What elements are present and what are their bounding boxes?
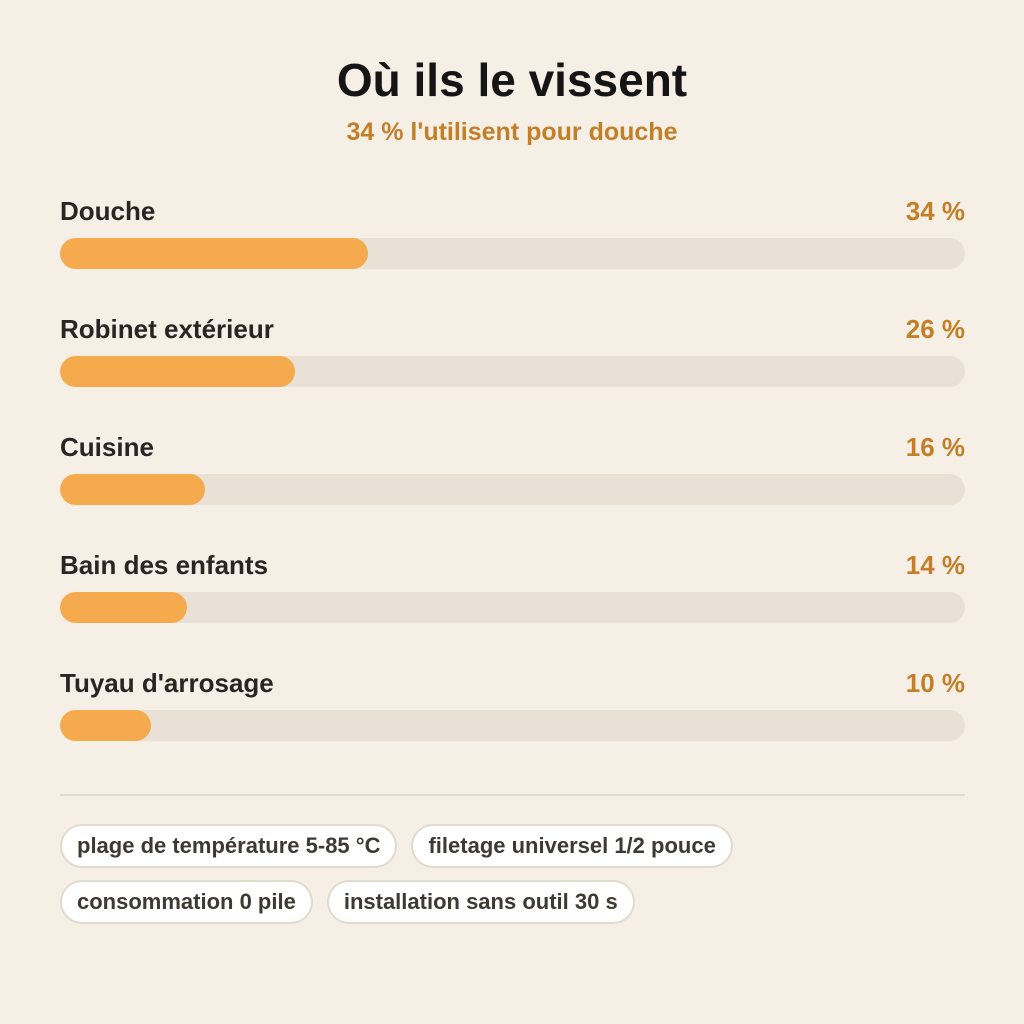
bar-label: Robinet extérieur xyxy=(60,314,274,344)
bar-track xyxy=(60,474,965,505)
bar-label: Bain des enfants xyxy=(60,550,269,580)
chart-subtitle: 34 % l'utilisent pour douche xyxy=(346,118,678,146)
bar-fill xyxy=(60,710,151,741)
bar-value-label: 16 % xyxy=(905,432,965,462)
bar-value-label: 10 % xyxy=(905,668,965,698)
bar-fill xyxy=(60,356,296,387)
feature-tag: installation sans outil 30 s xyxy=(326,880,635,924)
feature-tags: plage de température 5-85 °C filetage uni… xyxy=(60,824,965,924)
bar-row: Tuyau d'arrosage 10 % xyxy=(60,662,965,780)
feature-tag: filetage universel 1/2 pouce xyxy=(411,824,733,868)
bar-value-label: 14 % xyxy=(905,550,965,580)
bar-row: Douche 34 % xyxy=(60,190,965,308)
feature-tag: plage de température 5-85 °C xyxy=(60,824,398,868)
bar-chart: Douche 34 % Robinet extérieur 26 % Cuisine 16… xyxy=(60,190,965,780)
bar-fill xyxy=(60,474,205,505)
divider xyxy=(60,794,965,796)
bar-track xyxy=(60,592,965,623)
bar-row: Robinet extérieur 26 % xyxy=(60,308,965,426)
feature-tag: consommation 0 pile xyxy=(60,880,313,924)
bar-row: Cuisine 16 % xyxy=(60,426,965,544)
bar-fill xyxy=(60,238,368,269)
chart-title: Où ils le vissent xyxy=(336,54,688,106)
bar-label: Douche xyxy=(60,196,156,226)
bar-row: Bain des enfants 14 % xyxy=(60,544,965,662)
bar-label: Cuisine xyxy=(60,432,154,462)
bar-label: Tuyau d'arrosage xyxy=(60,668,274,698)
bar-value-label: 26 % xyxy=(905,314,965,344)
bar-track xyxy=(60,356,965,387)
bar-fill xyxy=(60,592,187,623)
bar-track xyxy=(60,710,965,741)
bar-value-label: 34 % xyxy=(905,196,965,226)
bar-track xyxy=(60,238,965,269)
